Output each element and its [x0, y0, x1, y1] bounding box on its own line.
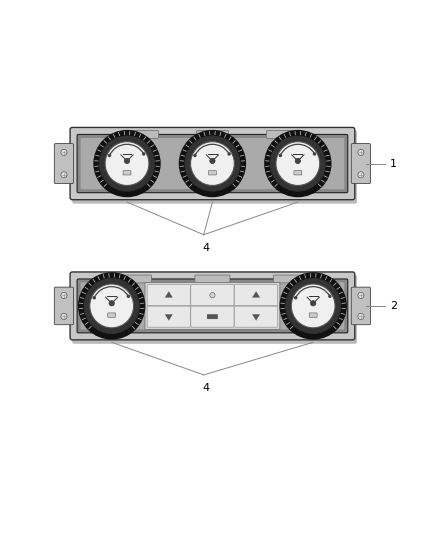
Circle shape	[279, 154, 282, 157]
FancyBboxPatch shape	[351, 143, 371, 183]
Circle shape	[286, 278, 341, 334]
FancyBboxPatch shape	[72, 275, 357, 344]
FancyBboxPatch shape	[54, 287, 74, 325]
FancyBboxPatch shape	[108, 313, 116, 317]
FancyBboxPatch shape	[77, 134, 348, 193]
FancyBboxPatch shape	[145, 282, 280, 329]
Text: 4: 4	[202, 243, 209, 253]
FancyBboxPatch shape	[208, 171, 216, 175]
FancyBboxPatch shape	[72, 131, 357, 204]
Circle shape	[61, 313, 67, 319]
Circle shape	[358, 149, 364, 156]
Circle shape	[295, 158, 300, 164]
Text: 4: 4	[202, 383, 209, 393]
Circle shape	[90, 284, 134, 328]
Circle shape	[210, 293, 215, 298]
Circle shape	[185, 136, 240, 191]
Polygon shape	[252, 314, 260, 320]
Circle shape	[191, 142, 234, 185]
Circle shape	[328, 295, 332, 298]
Circle shape	[108, 154, 111, 157]
Circle shape	[294, 296, 297, 300]
Circle shape	[142, 152, 145, 156]
Circle shape	[227, 152, 231, 156]
Circle shape	[270, 136, 325, 191]
FancyBboxPatch shape	[81, 138, 344, 189]
Circle shape	[84, 278, 139, 334]
FancyBboxPatch shape	[266, 131, 299, 139]
FancyBboxPatch shape	[196, 131, 229, 139]
Circle shape	[265, 131, 331, 197]
Circle shape	[358, 293, 364, 298]
FancyBboxPatch shape	[123, 171, 131, 175]
Circle shape	[193, 154, 197, 157]
FancyBboxPatch shape	[147, 306, 191, 327]
Circle shape	[180, 131, 245, 197]
Circle shape	[109, 301, 114, 306]
Circle shape	[291, 284, 335, 328]
Circle shape	[61, 149, 67, 156]
FancyBboxPatch shape	[70, 127, 355, 200]
Circle shape	[94, 131, 160, 197]
FancyBboxPatch shape	[351, 287, 371, 325]
Circle shape	[61, 172, 67, 178]
FancyBboxPatch shape	[273, 275, 308, 283]
FancyBboxPatch shape	[234, 306, 278, 327]
Circle shape	[311, 301, 316, 306]
Circle shape	[79, 273, 145, 339]
Polygon shape	[165, 291, 173, 297]
FancyBboxPatch shape	[54, 143, 74, 183]
Text: 1: 1	[390, 159, 397, 168]
FancyBboxPatch shape	[207, 314, 218, 319]
Circle shape	[127, 295, 130, 298]
Circle shape	[358, 172, 364, 178]
FancyBboxPatch shape	[191, 306, 234, 327]
Polygon shape	[165, 314, 173, 320]
Circle shape	[210, 158, 215, 164]
Text: 2: 2	[390, 301, 397, 311]
FancyBboxPatch shape	[147, 285, 191, 306]
FancyBboxPatch shape	[81, 282, 344, 329]
FancyBboxPatch shape	[195, 275, 230, 283]
FancyBboxPatch shape	[191, 285, 234, 306]
Circle shape	[92, 296, 96, 300]
Circle shape	[280, 273, 346, 339]
FancyBboxPatch shape	[309, 313, 317, 317]
Polygon shape	[252, 291, 260, 297]
FancyBboxPatch shape	[234, 285, 278, 306]
FancyBboxPatch shape	[117, 275, 152, 283]
Circle shape	[105, 142, 149, 185]
FancyBboxPatch shape	[294, 171, 302, 175]
Circle shape	[124, 158, 130, 164]
FancyBboxPatch shape	[77, 279, 348, 333]
FancyBboxPatch shape	[70, 272, 355, 340]
Circle shape	[358, 313, 364, 319]
FancyBboxPatch shape	[126, 131, 159, 139]
Circle shape	[313, 152, 316, 156]
Circle shape	[99, 136, 155, 191]
Circle shape	[61, 293, 67, 298]
Circle shape	[276, 142, 320, 185]
